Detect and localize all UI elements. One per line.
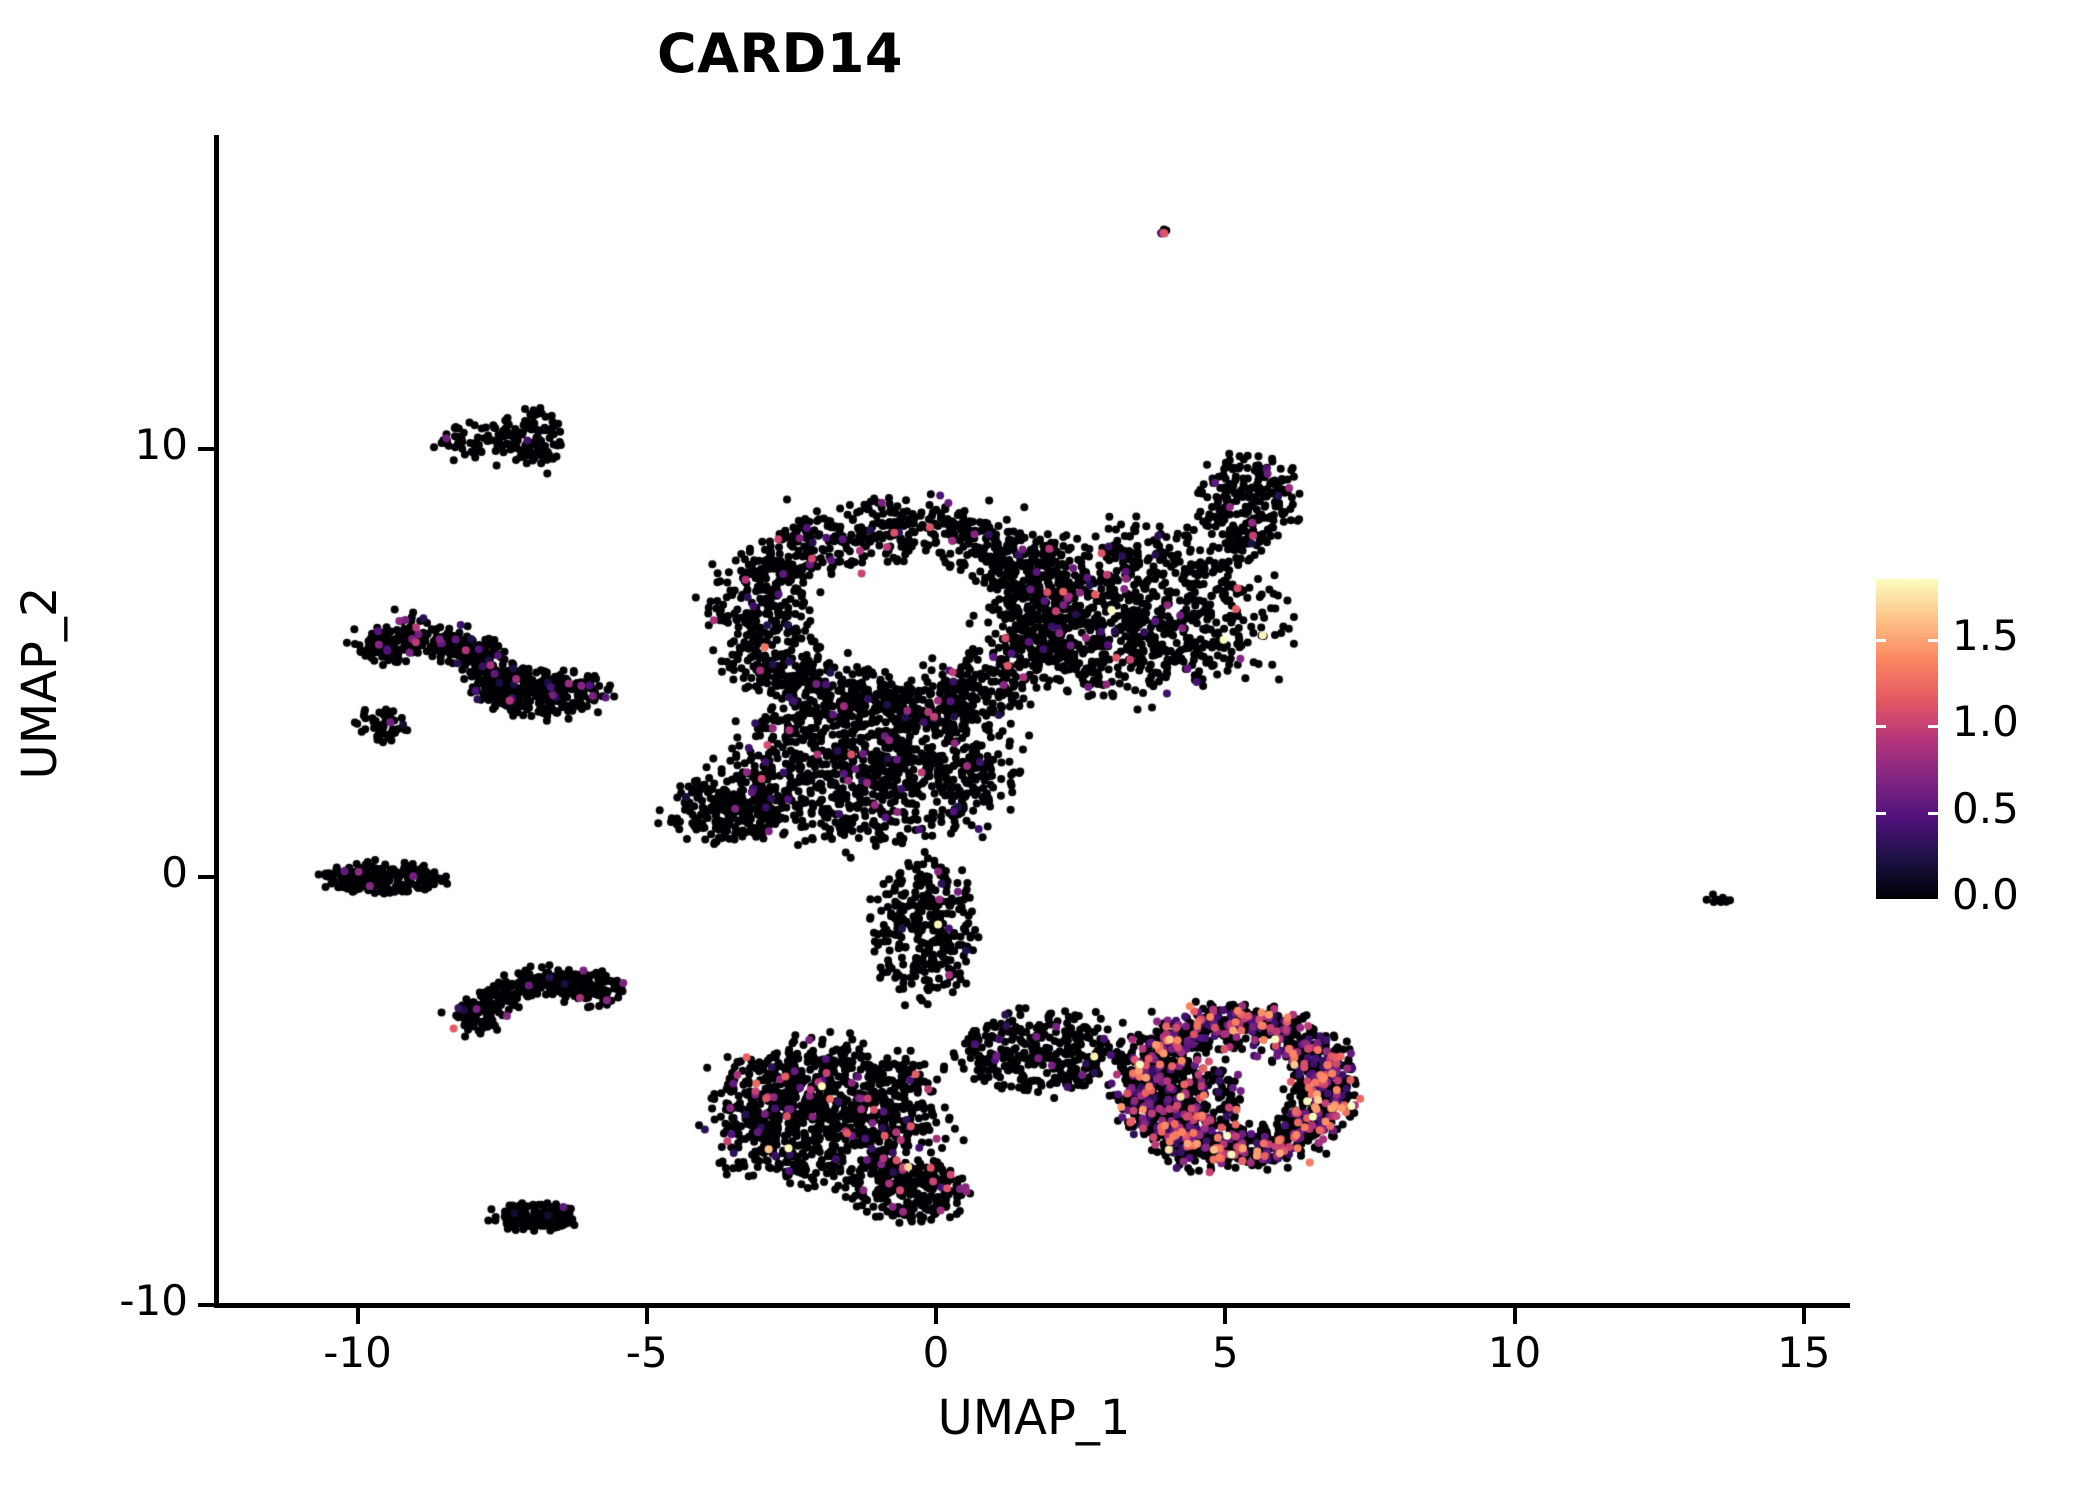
colorbar-tick-label: 0.5 xyxy=(1952,783,2019,833)
x-axis-label: UMAP_1 xyxy=(937,1390,1131,1446)
colorbar-tick-mark xyxy=(1928,811,1938,815)
x-tick-label: -10 xyxy=(323,1328,392,1377)
y-tick-mark xyxy=(198,875,214,879)
x-tick-mark xyxy=(1801,1308,1806,1324)
y-axis-spine xyxy=(214,135,219,1308)
colorbar-tick-mark xyxy=(1876,725,1886,729)
y-tick-label: 0 xyxy=(161,848,188,897)
x-tick-mark xyxy=(934,1308,938,1324)
x-tick-mark xyxy=(1512,1308,1517,1324)
x-tick-mark xyxy=(355,1308,360,1324)
scatter-points-canvas xyxy=(218,135,1850,1305)
y-tick-mark xyxy=(198,1303,214,1307)
y-tick-label: -10 xyxy=(119,1276,188,1325)
colorbar xyxy=(1876,579,1938,899)
y-tick-label: 10 xyxy=(134,420,188,469)
x-axis-spine xyxy=(214,1303,1850,1308)
page-title: CARD14 xyxy=(657,22,903,85)
colorbar-tick-mark xyxy=(1876,638,1886,642)
x-tick-mark xyxy=(1223,1308,1228,1324)
colorbar-tick-mark xyxy=(1876,811,1886,815)
colorbar-tick-mark xyxy=(1928,725,1938,729)
colorbar-tick-label: 1.0 xyxy=(1952,697,2019,747)
colorbar-gradient xyxy=(1876,579,1938,899)
x-tick-mark xyxy=(644,1308,649,1324)
colorbar-tick-mark xyxy=(1928,638,1938,642)
colorbar-tick-label: 1.5 xyxy=(1952,610,2019,660)
x-tick-label: 10 xyxy=(1487,1328,1542,1377)
x-tick-label: 5 xyxy=(1211,1328,1239,1377)
y-axis-label: UMAP_2 xyxy=(12,586,68,780)
colorbar-tick-label: 0.0 xyxy=(1952,870,2019,919)
x-tick-label: 15 xyxy=(1777,1328,1831,1377)
x-tick-label: -5 xyxy=(625,1328,668,1377)
y-tick-mark xyxy=(198,447,214,451)
plot-area xyxy=(218,135,1850,1305)
x-tick-label: 0 xyxy=(922,1328,950,1377)
